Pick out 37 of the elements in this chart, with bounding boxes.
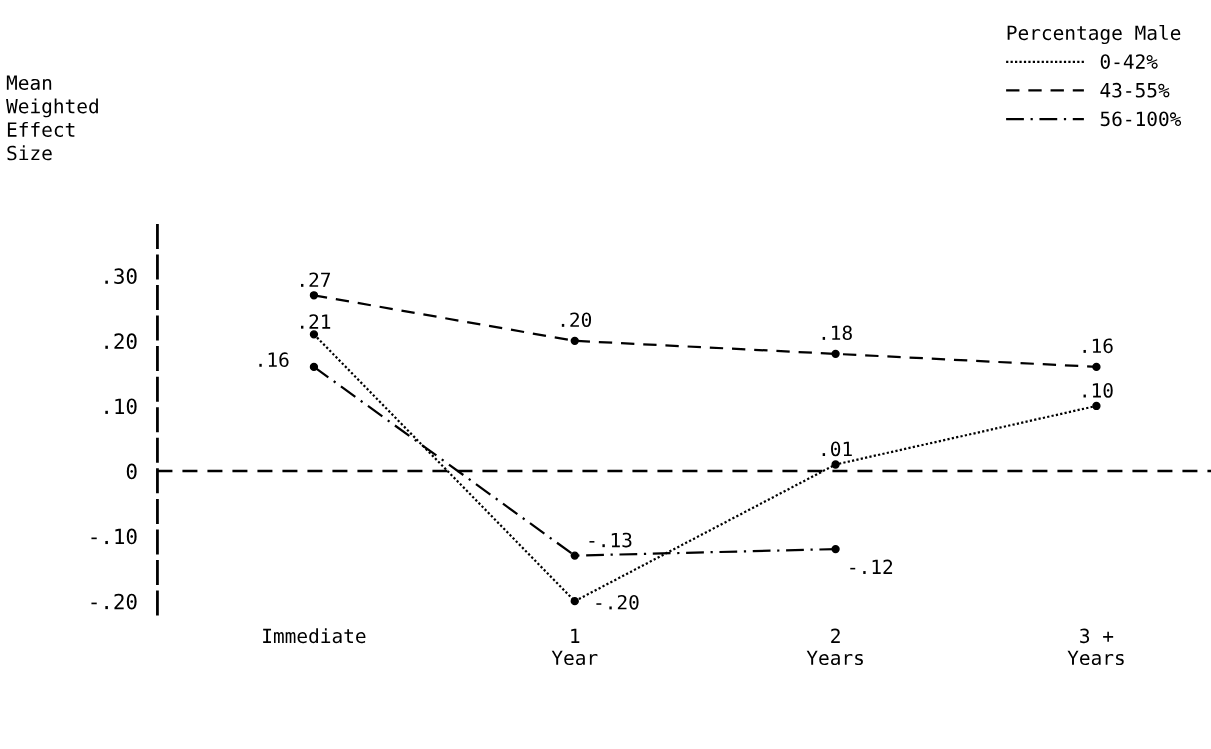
point — [570, 336, 579, 346]
data-label: -.13 — [589, 532, 632, 548]
point — [309, 330, 319, 339]
point — [831, 349, 840, 359]
point — [1092, 362, 1101, 372]
y-tick-label: .30 — [105, 268, 137, 285]
legend-label: 0-42% — [1100, 54, 1158, 69]
x-tick-label: 2 Years — [806, 628, 863, 666]
data-label: .01 — [822, 441, 852, 457]
x-tick-label: Immediate — [263, 628, 366, 644]
data-label: .16 — [1083, 338, 1113, 354]
point — [570, 596, 579, 606]
legend-label: 56-100% — [1100, 111, 1182, 127]
point — [831, 460, 840, 469]
data-label: -.12 — [850, 559, 893, 574]
data-label: -.20 — [596, 594, 639, 610]
point — [309, 291, 319, 300]
data-label: .16 — [259, 352, 289, 368]
data-label: .18 — [822, 325, 852, 341]
data-label: .20 — [561, 312, 592, 328]
legend-title: Percentage Male — [1007, 24, 1181, 45]
data-label: .10 — [1083, 383, 1113, 398]
y-tick-label: 0 — [126, 463, 137, 480]
x-tick-label: 3 + Years — [1067, 628, 1124, 666]
y-tick-label: -.20 — [91, 593, 137, 610]
legend-label: 43-55% — [1100, 82, 1170, 98]
x-tick-label: 1 Year — [551, 628, 598, 666]
point — [831, 544, 840, 554]
data-label: .21 — [301, 314, 331, 329]
y-tick-label: .20 — [105, 333, 137, 350]
y-axis-title: Mean Weighted Effect Size — [6, 75, 98, 161]
y-tick-label: .10 — [105, 398, 137, 415]
point — [309, 362, 319, 372]
point — [570, 551, 579, 560]
data-label: .27 — [301, 272, 331, 287]
y-tick-label: -.10 — [91, 528, 137, 545]
point — [1092, 401, 1101, 411]
